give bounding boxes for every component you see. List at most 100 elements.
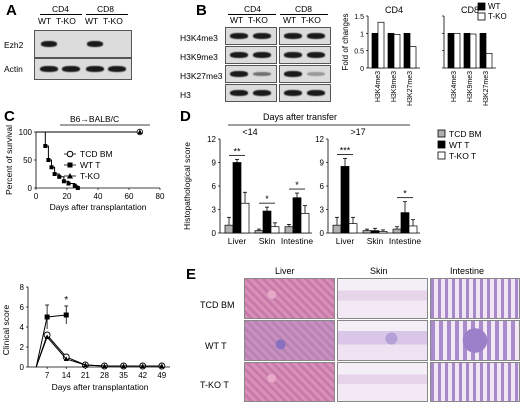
- b-panel-title-1: CD8: [461, 5, 479, 15]
- panel-a-group-cd4: CD4: [52, 4, 70, 14]
- panel-e-letter: E: [186, 266, 197, 283]
- panel-a-lane-2: T-KO: [56, 16, 76, 26]
- c-clinical-xtick-7: 49: [157, 371, 166, 380]
- d-sig-0-1: *: [265, 194, 269, 204]
- panel-c-letter: C: [4, 108, 15, 125]
- d-xtick-1-2: Intestine: [389, 236, 421, 246]
- panel-e-row-wtt: WT T: [205, 341, 227, 351]
- c-clinical-xtick-6: 42: [138, 371, 147, 380]
- c-survival-ytick-2: 100: [19, 128, 33, 137]
- d-bar-1-2-0: [392, 228, 402, 234]
- c-survival-point-wtt-8: [75, 186, 80, 190]
- b-bar-0-2-0: [403, 32, 411, 69]
- histology-liver-wtt: [244, 320, 335, 361]
- c-clinical-line-0: [35, 334, 162, 368]
- panel-a-lane-3: WT: [85, 16, 99, 26]
- b-xtick-1-1: H3K9me3: [467, 71, 474, 102]
- d-legend-label-2: T-KO T: [449, 151, 476, 161]
- c-clinical-xlabel: Days after transplantation: [52, 382, 149, 392]
- d-ytick-1-1: 3: [320, 206, 325, 215]
- d-sig-1-0: ***: [340, 146, 351, 156]
- c-clinical-point-2-1: [44, 334, 50, 339]
- c-survival-xtick-1: 20: [63, 192, 72, 201]
- c-clinical-ytick-0: 0: [20, 363, 25, 372]
- c-clinical-point-2-5: [121, 363, 127, 368]
- d-bar-1-2-2: [408, 225, 418, 234]
- panel-b-row-h3: H3: [180, 90, 191, 100]
- d-ytick-1-3: 9: [320, 159, 325, 168]
- blot-actin: [34, 58, 132, 80]
- panel-a-row-actin: Actin: [4, 64, 23, 74]
- d-title: Days after transfer: [263, 112, 337, 122]
- c-survival-xtick-0: 0: [34, 192, 39, 201]
- b-xtick-1-2: H3K27me3: [483, 71, 490, 106]
- d-bar-0-2-2: [300, 213, 310, 234]
- chart-d-histopathology: Days after transfer Histopathological sco…: [182, 112, 482, 246]
- band-ezh2-cd4-wt: [41, 41, 57, 47]
- c-clinical-ytick-2: 4: [20, 323, 25, 332]
- blot-b-cd8-h3k9me3: [279, 46, 331, 64]
- b-bar-1-2-1: [485, 53, 493, 69]
- b-ytick-2: 1: [360, 31, 364, 38]
- d-xtick-1-1: Skin: [367, 236, 384, 246]
- d-bar-0-0-1: [232, 162, 242, 234]
- panel-e-row-tcdbm: TCD BM: [200, 300, 235, 310]
- chart-c-clinical: 0 2 4 6 8 7 14 21 28 35 42 49 Days after transplanta…: [1, 283, 170, 392]
- b-legend-swatch-1: [477, 12, 486, 21]
- c-clinical-ytick-1: 2: [20, 343, 25, 352]
- b-legend-label-0: WT: [488, 2, 501, 11]
- histology-skin-wtt: [337, 320, 428, 361]
- b-ytick-3: 1.5: [354, 14, 364, 21]
- band-actin-2: [62, 66, 80, 72]
- d-legend-label-1: WT T: [449, 140, 469, 150]
- d-ytick-0-3: 9: [212, 159, 217, 168]
- c-survival-line-wtt: [36, 131, 79, 188]
- d-xtick-0-2: Intestine: [281, 236, 313, 246]
- panel-b-lane-4: T-KO: [301, 15, 321, 25]
- c-survival-xlabel: Days after transplantation: [50, 202, 147, 212]
- d-ytick-0-4: 12: [207, 135, 216, 144]
- b-bar-1-1-1: [469, 33, 477, 69]
- panel-b-group-line-cd4: [228, 14, 276, 15]
- d-bar-1-1-0: [362, 230, 372, 234]
- b-ytick-0: 0: [360, 66, 364, 73]
- d-ylabel: Histopathological score: [182, 142, 192, 230]
- c-survival-legend-marker-2: [67, 173, 73, 179]
- d-ytick-0-0: 0: [212, 229, 217, 238]
- b-bar-0-1-0: [387, 32, 395, 69]
- b-xtick-0-2: H3K27me3: [407, 71, 414, 106]
- c-survival-ytick-1: 50: [23, 156, 32, 165]
- histology-liver-tkot: [244, 362, 335, 402]
- b-bar-1-1-0: [463, 32, 471, 69]
- panel-b-lane-3: WT: [283, 15, 297, 25]
- d-xtick-0-0: Liver: [228, 236, 247, 246]
- d-ytick-1-0: 0: [320, 229, 325, 238]
- panel-b-letter: B: [196, 2, 207, 19]
- c-survival-legend-label-1: WT T: [80, 160, 100, 170]
- d-ytick-0-2: 6: [212, 182, 217, 191]
- c-survival-point-wtt-5: [61, 179, 66, 184]
- panel-e-col-skin: Skin: [370, 266, 388, 276]
- panel-a-lane-4: T-KO: [103, 16, 123, 26]
- c-survival-legend-label-2: T-KO: [80, 171, 100, 181]
- blot-b-cd4-h3k27me3: [225, 65, 277, 83]
- c-survival-ytick-0: 0: [28, 184, 33, 193]
- c-survival-xtick-2: 40: [94, 192, 103, 201]
- panel-b-lane-2: T-KO: [248, 15, 268, 25]
- d-legend-label-0: TCD BM: [449, 129, 482, 139]
- d-sig-1-2: *: [403, 189, 407, 199]
- c-clinical-point-2-4: [101, 363, 107, 368]
- c-clinical-point-2-6: [140, 363, 146, 368]
- histology-skin-tcdbm: [337, 278, 428, 319]
- b-legend-swatch-0: [477, 2, 486, 11]
- histology-skin-tkot: [337, 362, 428, 402]
- b-legend-label-1: T-KO: [488, 12, 507, 21]
- panel-d-letter: D: [180, 108, 191, 125]
- panel-a-group-line-cd4: [40, 14, 82, 15]
- d-ytick-1-2: 6: [320, 182, 325, 191]
- d-bar-0-1-2: [270, 226, 280, 234]
- panel-e-col-intestine: Intestine: [450, 266, 485, 276]
- d-bar-0-2-1: [292, 197, 302, 234]
- panel-a-row-ezh2: Ezh2: [4, 40, 24, 50]
- histology-liver-tcdbm: [244, 278, 335, 319]
